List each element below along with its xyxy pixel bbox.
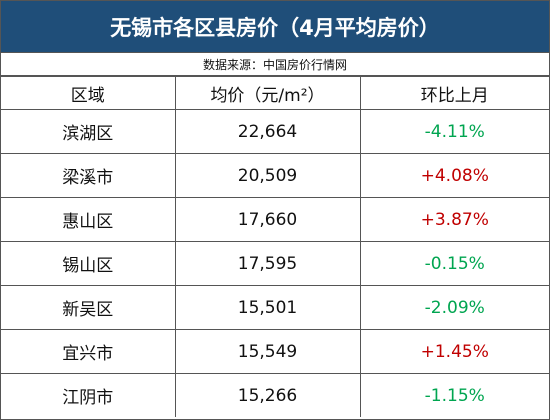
district: 锡山区	[1, 241, 176, 286]
table-row: 梁溪市 20,509 +4.08%	[1, 153, 549, 198]
mom-change: -1.15%	[359, 373, 549, 417]
district: 宜兴市	[1, 329, 176, 374]
header-row: 区域 均价（元/m²） 环比上月	[1, 76, 549, 110]
table-row: 锡山区 17,595 -0.15%	[1, 241, 549, 286]
table-row: 宜兴市 15,549 +1.45%	[1, 329, 549, 374]
mom-change: +3.87%	[359, 197, 549, 242]
table-row: 滨湖区 22,664 -4.11%	[1, 109, 549, 154]
avg-price: 15,266	[174, 373, 361, 417]
avg-price: 15,501	[174, 285, 361, 330]
avg-price: 22,664	[174, 109, 361, 154]
mom-change: +4.08%	[359, 153, 549, 198]
table-row: 新吴区 15,501 -2.09%	[1, 285, 549, 330]
mom-change: +1.45%	[359, 329, 549, 374]
column-header: 均价（元/m²）	[174, 76, 361, 110]
table-row: 惠山区 17,660 +3.87%	[1, 197, 549, 242]
price-table: 区域 均价（元/m²） 环比上月 滨湖区 22,664 -4.11% 梁溪市 20,509 +4…	[1, 76, 549, 417]
table-row: 江阴市 15,266 -1.15%	[1, 373, 549, 417]
column-header: 环比上月	[359, 76, 549, 110]
mom-change: -4.11%	[359, 109, 549, 154]
district: 滨湖区	[1, 109, 176, 154]
mom-change: -2.09%	[359, 285, 549, 330]
column-header: 区域	[1, 76, 176, 110]
district: 新吴区	[1, 285, 176, 330]
district: 江阴市	[1, 373, 176, 417]
avg-price: 17,660	[174, 197, 361, 242]
data-source: 数据来源：中国房价行情网	[1, 53, 549, 76]
avg-price: 20,509	[174, 153, 361, 198]
mom-change: -0.15%	[359, 241, 549, 286]
district: 惠山区	[1, 197, 176, 242]
avg-price: 15,549	[174, 329, 361, 374]
district: 梁溪市	[1, 153, 176, 198]
table-title: 无锡市各区县房价（4月平均房价）	[1, 1, 549, 53]
avg-price: 17,595	[174, 241, 361, 286]
